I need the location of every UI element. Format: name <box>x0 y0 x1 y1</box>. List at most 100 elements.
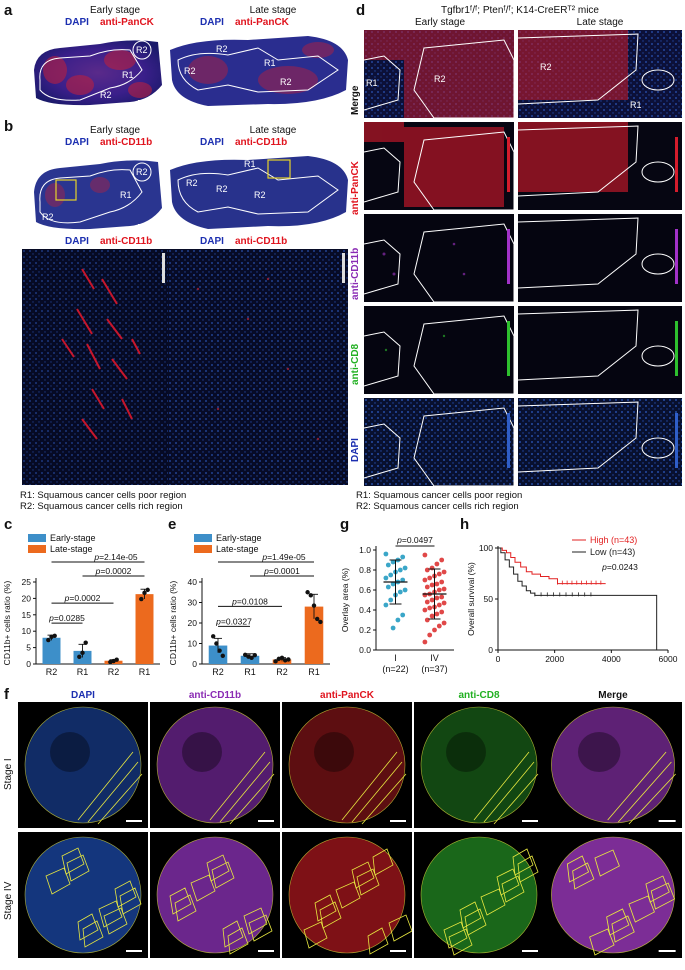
point-c-1-0 <box>77 654 82 659</box>
bar-e-0 <box>208 645 228 664</box>
point-g-1-34 <box>432 627 437 633</box>
point-e-2-2 <box>279 655 285 661</box>
comparison-label-c-3: p=2.14e-05 <box>93 552 138 562</box>
y-tick-label-e-2: 20 <box>188 618 198 628</box>
y-tick-label-c-3: 15 <box>22 610 32 620</box>
svg-text:R2: R2 <box>136 167 148 177</box>
comparison-label-e-0: p=0.0327 <box>215 616 252 626</box>
y-tick-label-e-0: 0 <box>192 659 197 669</box>
point-e-1-3 <box>252 652 257 658</box>
panel-b-early-header: Early stage <box>89 125 141 136</box>
panel-d-panck-early <box>364 122 514 210</box>
y-tick-label-h-2: 100 <box>479 543 493 553</box>
panel-d-dapi-early <box>364 398 514 486</box>
legend-swatch-e-1 <box>194 545 212 553</box>
svg-text:R2: R2 <box>184 66 196 76</box>
chart-g: 0.0 0.2 0.4 0.6 0.8 1.0 Overlay area (%) I (n=22… <box>338 520 460 680</box>
point-c-1-2 <box>83 640 88 645</box>
y-tick-label-e-1: 10 <box>188 639 198 649</box>
point-g-1-33 <box>436 623 442 629</box>
panel-label-d: d <box>356 2 366 19</box>
y-tick-label-c-0: 0 <box>26 659 31 669</box>
svg-text:R1: R1 <box>366 78 378 88</box>
point-e-0-0 <box>211 634 216 639</box>
point-g-1-35 <box>427 632 433 638</box>
x-tick-label-h-1: 2000 <box>545 654 564 664</box>
point-g-1-29 <box>434 611 440 617</box>
panel-f-image-1-1 <box>150 832 280 958</box>
svg-text:R2: R2 <box>42 212 54 222</box>
comparison-label-e-3: p=1.49e-05 <box>261 552 306 562</box>
panel-f-col-cd11b: anti-CD11b <box>188 690 242 701</box>
point-e-3-1 <box>308 593 313 598</box>
panel-f-col-dapi: DAPI <box>71 690 95 701</box>
panel-label-b: b <box>4 118 14 135</box>
point-e-0-1 <box>214 641 219 646</box>
point-g-1-0 <box>422 552 428 558</box>
point-g-0-20 <box>395 617 401 623</box>
panel-d-legend-r1: R1: Squamous cancer cells poor region <box>356 490 523 501</box>
y-axis-label-h: Overall survival (%) <box>466 562 476 636</box>
comparison-label-c-2: p=0.0002 <box>95 566 132 576</box>
point-g-0-17 <box>388 597 394 603</box>
panel-d-cd11b-early <box>364 214 514 302</box>
y-tick-label-g-3: 0.6 <box>359 585 371 595</box>
point-e-1-2 <box>249 655 254 661</box>
chart-h: 0 50 100 0 2000 4000 6000 Overall survival (%) H… <box>460 520 682 680</box>
y-tick-label-e-3: 30 <box>188 598 198 608</box>
point-e-2-4 <box>286 657 291 662</box>
point-c-3-0 <box>139 596 144 602</box>
point-g-1-1 <box>439 557 445 563</box>
y-tick-label-h-0: 0 <box>488 645 493 655</box>
point-g-0-10 <box>400 577 406 583</box>
panel-b-late-header: Late stage <box>249 125 297 136</box>
legend-label-c-0: Early-stage <box>50 533 96 543</box>
legend-label-c-1: Late-stage <box>50 544 93 554</box>
panel-f-image-0-0 <box>18 702 148 828</box>
point-g-1-15 <box>436 587 442 593</box>
point-g-0-18 <box>383 602 389 608</box>
panel-f-row-stage-iv: Stage IV <box>3 881 14 920</box>
bar-c-3 <box>135 594 154 664</box>
y-axis-label-e: CD11b+ cells ratio (%) <box>168 581 178 666</box>
y-tick-label-g-0: 0.0 <box>359 645 371 655</box>
point-g-0-21 <box>390 625 396 631</box>
point-c-3-1 <box>142 590 147 596</box>
x-tick-label-e-1: R1 <box>244 667 256 677</box>
point-g-1-10 <box>439 579 445 585</box>
panel-f-col-cd8: anti-CD8 <box>458 690 500 701</box>
point-c-0-2 <box>52 633 57 638</box>
panel-d-title: Tgfbr1ᶠ/ᶠ; Ptenᶠ/ᶠ; K14-CreERᵀ² mice <box>441 5 599 16</box>
point-g-1-11 <box>434 581 440 587</box>
point-g-1-6 <box>436 571 442 577</box>
panel-f-image-1-2 <box>282 832 412 958</box>
svg-text:R2: R2 <box>254 190 266 200</box>
x-tick-label-h-0: 0 <box>496 654 501 664</box>
point-e-1-0 <box>243 652 248 657</box>
legend-swatch-c-1 <box>28 545 46 553</box>
point-g-1-20 <box>434 595 440 601</box>
panel-f-image-0-2 <box>282 702 412 828</box>
point-g-0-15 <box>397 589 403 595</box>
y-tick-label-c-5: 25 <box>22 577 32 587</box>
point-e-2-0 <box>273 659 278 664</box>
panel-b-late-overview: R1 R2 R2 R2 <box>168 150 350 232</box>
y-tick-label-h-1: 50 <box>484 594 494 604</box>
x-tick-label-e-3: R1 <box>308 667 320 677</box>
point-g-1-19 <box>439 594 445 600</box>
point-c-3-2 <box>145 587 150 593</box>
panel-b-legend-r1: R1: Squamous cancer cells poor region <box>20 490 187 501</box>
x-tick-label-c-3: R1 <box>139 667 151 677</box>
y-tick-label-g-4: 0.8 <box>359 565 371 575</box>
panel-d-legend-r2: R2: Squamous cancer cells rich region <box>356 501 519 512</box>
chart-e: Early-stage Late-stage 0 10 20 30 40 CD11b+ cel… <box>166 520 338 680</box>
point-g-0-0 <box>383 551 389 557</box>
legend-swatch-c-0 <box>28 534 46 542</box>
panel-d-cd8-late <box>518 306 682 394</box>
panel-label-g: g <box>340 516 350 533</box>
point-g-1-2 <box>434 561 440 567</box>
point-e-3-2 <box>311 603 317 608</box>
panel-f-image-1-3 <box>414 832 544 958</box>
point-e-3-4 <box>318 619 323 625</box>
bar-c-0 <box>42 637 61 664</box>
